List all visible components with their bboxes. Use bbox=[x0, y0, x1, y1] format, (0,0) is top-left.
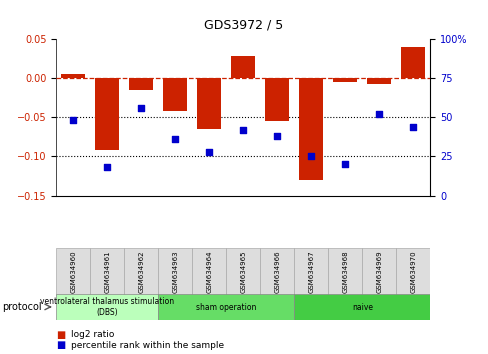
Point bbox=[341, 161, 348, 167]
Bar bbox=[366, 78, 390, 84]
Text: GSM634964: GSM634964 bbox=[206, 250, 212, 293]
Text: GSM634970: GSM634970 bbox=[409, 250, 415, 293]
Bar bbox=[129, 78, 153, 90]
Bar bbox=[294, 248, 327, 296]
Point bbox=[205, 149, 213, 155]
Bar bbox=[226, 248, 260, 296]
Bar bbox=[395, 248, 429, 296]
Bar bbox=[197, 78, 221, 129]
Bar bbox=[260, 248, 294, 296]
Bar bbox=[265, 78, 288, 121]
Point bbox=[375, 111, 383, 117]
Text: GSM634963: GSM634963 bbox=[172, 250, 178, 293]
Bar bbox=[158, 248, 192, 296]
Text: GSM634966: GSM634966 bbox=[274, 250, 280, 293]
Text: GSM634965: GSM634965 bbox=[240, 250, 246, 293]
Bar bbox=[294, 294, 429, 320]
Text: ventrolateral thalamus stimulation
(DBS): ventrolateral thalamus stimulation (DBS) bbox=[40, 297, 174, 317]
Point bbox=[171, 136, 179, 142]
Bar bbox=[90, 248, 124, 296]
Text: GSM634967: GSM634967 bbox=[307, 250, 314, 293]
Bar bbox=[333, 78, 356, 82]
Bar bbox=[158, 294, 294, 320]
Text: percentile rank within the sample: percentile rank within the sample bbox=[71, 341, 224, 350]
Bar bbox=[299, 78, 323, 180]
Text: log2 ratio: log2 ratio bbox=[71, 330, 114, 339]
Text: ■: ■ bbox=[56, 340, 65, 350]
Text: naive: naive bbox=[351, 303, 372, 312]
Bar bbox=[362, 248, 395, 296]
Text: GSM634969: GSM634969 bbox=[376, 250, 382, 293]
Bar bbox=[231, 56, 255, 78]
Text: GDS3972 / 5: GDS3972 / 5 bbox=[203, 19, 283, 32]
Point bbox=[69, 118, 77, 123]
Point bbox=[137, 105, 145, 111]
Bar bbox=[163, 78, 187, 111]
Text: sham operation: sham operation bbox=[196, 303, 256, 312]
Text: ■: ■ bbox=[56, 330, 65, 339]
Bar bbox=[327, 248, 362, 296]
Point bbox=[408, 124, 416, 130]
Bar bbox=[56, 294, 158, 320]
Bar bbox=[61, 74, 85, 78]
Text: GSM634960: GSM634960 bbox=[70, 250, 76, 293]
Bar bbox=[56, 248, 90, 296]
Bar bbox=[192, 248, 226, 296]
Text: GSM634961: GSM634961 bbox=[104, 250, 110, 293]
Text: GSM634962: GSM634962 bbox=[138, 250, 144, 293]
Bar bbox=[124, 248, 158, 296]
Text: protocol: protocol bbox=[2, 302, 42, 312]
Point bbox=[307, 154, 315, 159]
Point bbox=[103, 165, 111, 170]
Bar bbox=[401, 47, 425, 78]
Text: GSM634968: GSM634968 bbox=[342, 250, 347, 293]
Point bbox=[239, 127, 246, 133]
Point bbox=[273, 133, 281, 139]
Bar bbox=[95, 78, 119, 150]
